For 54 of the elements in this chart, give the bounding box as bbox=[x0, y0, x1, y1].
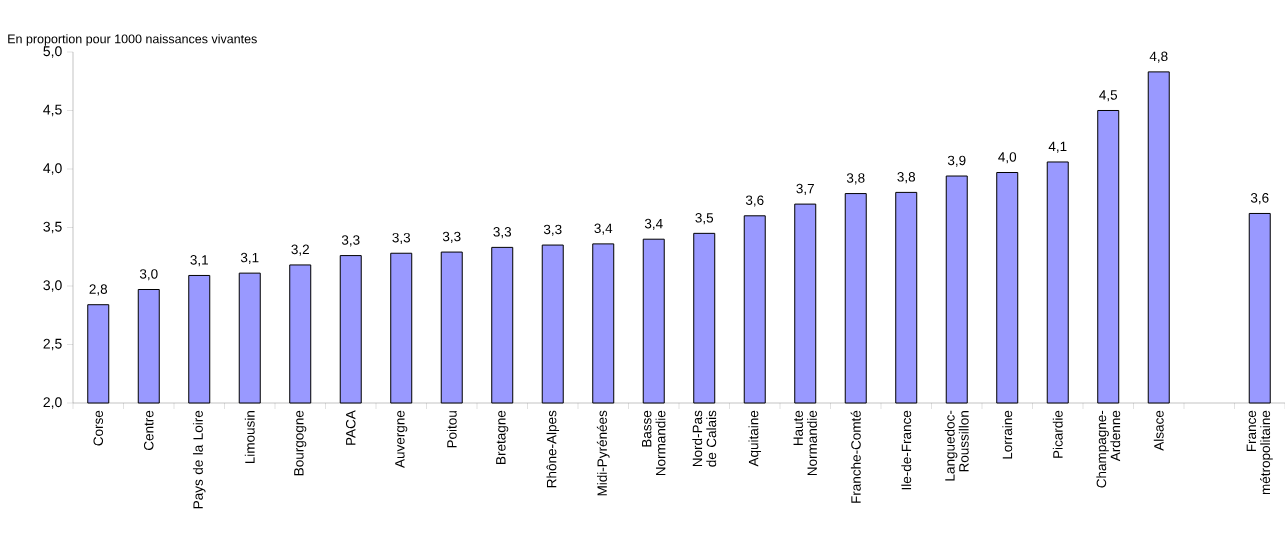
data-label: 3,3 bbox=[543, 224, 562, 236]
x-tick-label: Franche-Comté bbox=[850, 410, 861, 503]
x-tick-label: Aquitaine bbox=[748, 410, 762, 467]
x-tick-label: Champagne-Ardenne bbox=[1096, 410, 1121, 488]
data-label: 3,1 bbox=[190, 255, 208, 267]
data-label: 4,8 bbox=[1149, 51, 1168, 63]
data-label: 4,1 bbox=[1048, 141, 1067, 153]
data-label: 3,4 bbox=[594, 223, 613, 235]
y-axis-title: En proportion pour 1000 naissances vivantes bbox=[8, 34, 257, 46]
x-tick-label: PACA bbox=[345, 410, 356, 445]
data-label: 3,4 bbox=[644, 218, 663, 231]
x-tick-label: Basse Normandie bbox=[642, 410, 666, 476]
y-tick-label: 4,0 bbox=[43, 163, 62, 175]
x-tick-label: Bourgogne bbox=[294, 410, 307, 476]
x-tick-label: Lorraine bbox=[1002, 410, 1013, 459]
y-tick-label: 2,5 bbox=[43, 338, 62, 351]
x-tick-label: Alsace bbox=[1153, 410, 1164, 451]
y-tick-label: 4,5 bbox=[43, 104, 62, 117]
y-tick-label: 2,0 bbox=[43, 397, 62, 409]
data-label: 2,8 bbox=[89, 284, 108, 296]
x-tick-label: Nord-Pas de Calais bbox=[692, 410, 717, 467]
x-tick-label: Haute Normandie bbox=[793, 410, 817, 476]
x-tick-label: Ile-de-France bbox=[901, 410, 912, 490]
data-label: 3,9 bbox=[947, 155, 966, 167]
x-tick-label: France métropolitaine bbox=[1246, 410, 1273, 495]
x-tick-label: Pays de la Loire bbox=[192, 410, 206, 509]
x-tick-label: Languedoc-Roussillon bbox=[944, 410, 969, 481]
data-label: 4,5 bbox=[1099, 90, 1118, 102]
data-label: 3,8 bbox=[897, 172, 916, 184]
data-label: 3,6 bbox=[745, 195, 764, 207]
y-tick-label: 5,0 bbox=[43, 46, 62, 58]
x-tick-label: Midi-Pyrénées bbox=[596, 410, 610, 496]
data-label: 3,3 bbox=[442, 231, 461, 243]
x-tick-label: Limousin bbox=[244, 411, 255, 464]
y-tick-label: 3,5 bbox=[43, 221, 62, 234]
data-label: 3,2 bbox=[291, 244, 309, 256]
x-tick-label: Poitou bbox=[446, 411, 457, 448]
data-label: 3,3 bbox=[493, 227, 512, 239]
y-tick-label: 3,0 bbox=[43, 280, 62, 292]
data-label: 3,7 bbox=[796, 183, 814, 195]
data-label: 3,5 bbox=[695, 213, 714, 225]
data-label: 3,3 bbox=[392, 232, 411, 245]
data-label: 3,8 bbox=[846, 173, 865, 185]
x-tick-label: Rhône-Alpes bbox=[546, 410, 560, 488]
x-tick-label: Auvergne bbox=[395, 410, 408, 468]
x-tick-label: Bretagne bbox=[496, 410, 509, 464]
x-tick-label: Corse bbox=[93, 410, 104, 446]
x-tick-label: Centre bbox=[143, 410, 154, 451]
data-label: 3,3 bbox=[341, 235, 360, 247]
data-label: 3,0 bbox=[139, 269, 158, 281]
data-label: 3,6 bbox=[1250, 193, 1269, 205]
data-label: 4,0 bbox=[998, 152, 1017, 164]
data-label: 3,1 bbox=[240, 252, 259, 264]
x-tick-label: Picardie bbox=[1052, 410, 1063, 458]
